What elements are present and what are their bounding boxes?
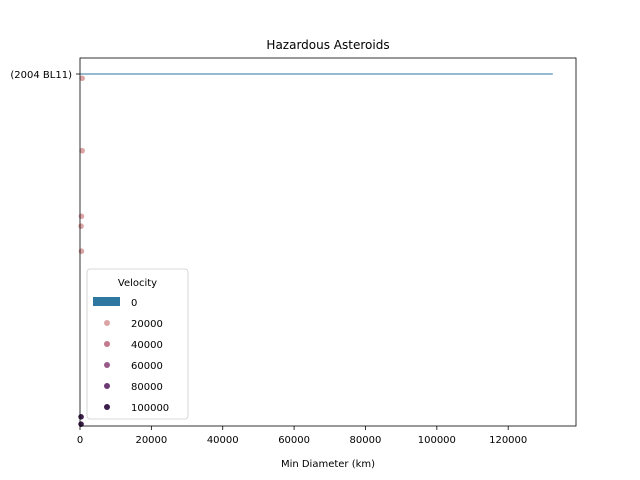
scatter-point (79, 75, 85, 82)
legend-swatch-dot (104, 362, 110, 368)
chart-title: Hazardous Asteroids (266, 38, 389, 52)
x-ticks: 0 20000 40000 60000 80000 100000 120000 (77, 426, 527, 446)
legend-swatch-bar (93, 297, 120, 306)
x-tick-label: 60000 (278, 435, 310, 446)
x-tick-label: 120000 (489, 435, 527, 446)
legend-swatch-dot (104, 341, 110, 347)
plot-frame (79, 57, 577, 427)
legend-label: 60000 (131, 361, 163, 372)
x-tick-label: 40000 (207, 435, 239, 446)
legend-label: 0 (131, 298, 137, 309)
x-tick-label: 0 (77, 435, 83, 446)
legend-label: 100000 (131, 403, 169, 414)
plot-area (78, 57, 577, 427)
y-tick-label: (2004 BL11) (10, 70, 72, 81)
legend-swatch-dot (104, 320, 110, 326)
legend-swatch-dot (104, 404, 110, 410)
legend-label: 40000 (131, 340, 163, 351)
legend-swatch-dot (104, 383, 110, 389)
scatter-point (79, 147, 85, 154)
y-ticks: (2004 BL11) (10, 70, 80, 81)
x-axis-label: Min Diameter (km) (281, 459, 375, 470)
x-tick-label: 80000 (350, 435, 382, 446)
legend-title: Velocity (118, 278, 157, 289)
legend-box (86, 268, 189, 420)
x-tick-label: 100000 (418, 435, 456, 446)
x-tick-label: 20000 (135, 435, 167, 446)
scatter-point (78, 213, 85, 220)
legend: Velocity 0 20000 40000 60000 80000 100000 (86, 268, 189, 420)
bar (80, 73, 553, 75)
legend-label: 20000 (131, 319, 163, 330)
scatter-point (78, 414, 84, 420)
scatter-point (78, 223, 84, 229)
legend-label: 80000 (131, 382, 163, 393)
scatter-point (78, 248, 85, 254)
